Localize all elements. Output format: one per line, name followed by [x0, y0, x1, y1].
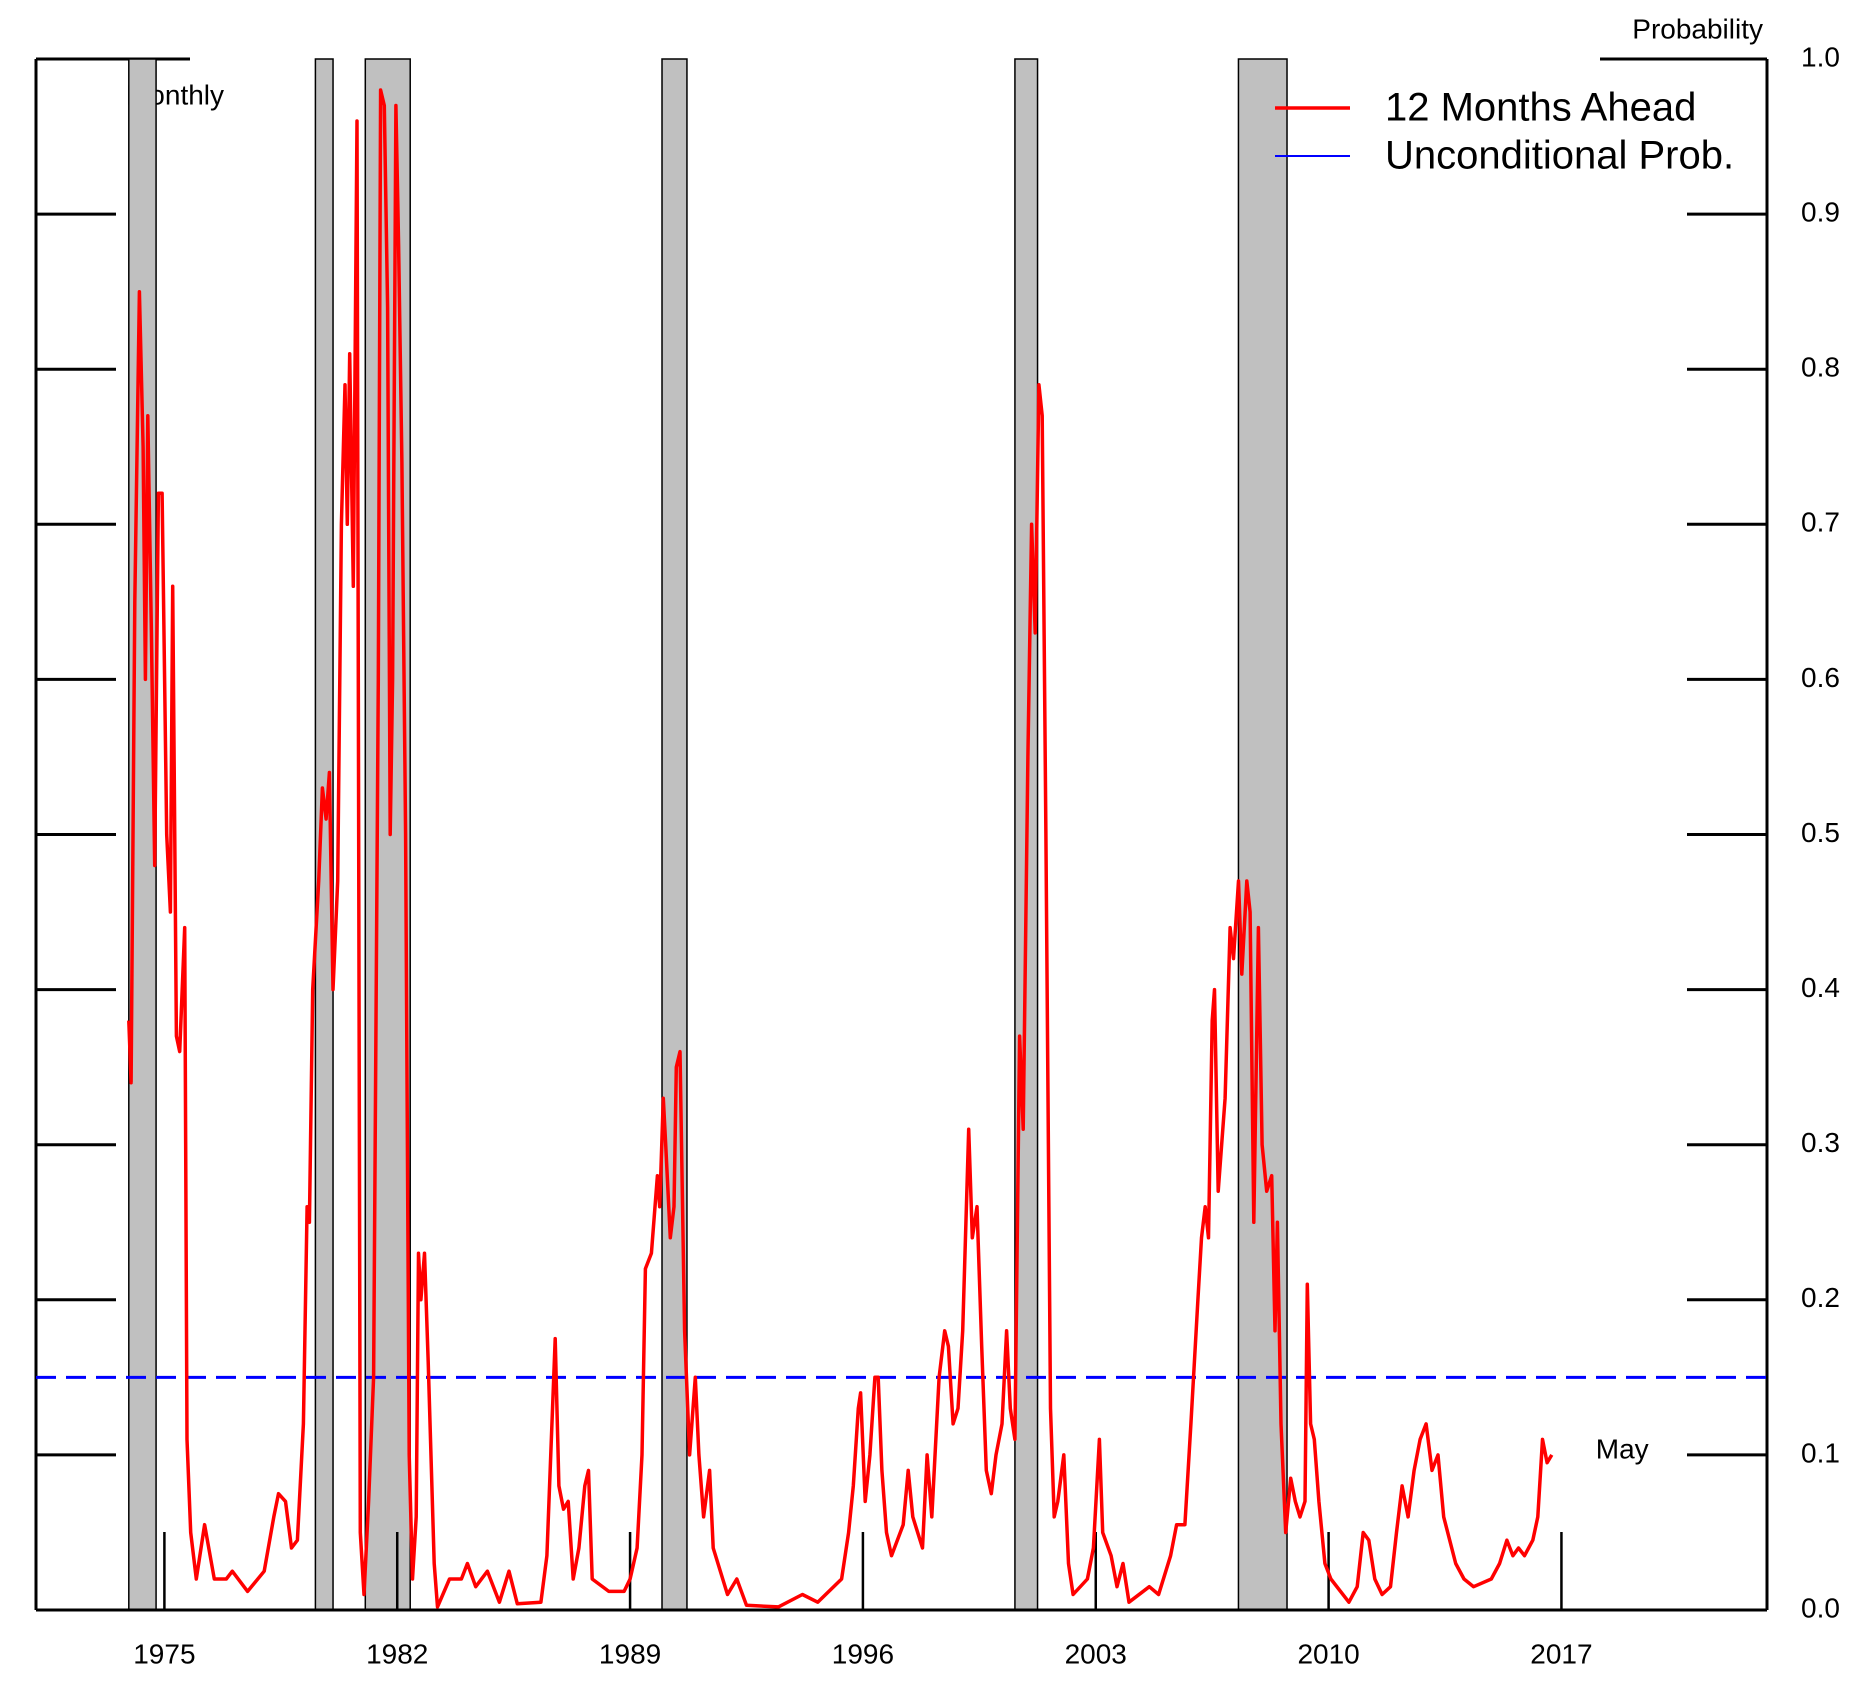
y-tick-label: 1.0 — [1801, 41, 1840, 72]
y-tick-label: 0.6 — [1801, 662, 1840, 693]
y-tick-label: 0.4 — [1801, 972, 1840, 1003]
series-line — [127, 88, 1554, 1609]
y-tick-label: 0.1 — [1801, 1437, 1840, 1468]
y-tick-label: 0.7 — [1801, 507, 1840, 538]
last-label: May — [1596, 1433, 1649, 1464]
x-tick-label: 2010 — [1297, 1638, 1359, 1669]
x-tick-label: 1982 — [366, 1638, 428, 1669]
axis-title: Probability — [1632, 13, 1763, 44]
y-tick-label: 0.8 — [1801, 352, 1840, 383]
legend-label: Unconditional Prob. — [1385, 134, 1734, 178]
recession-band — [661, 58, 688, 1611]
y-tick-label: 0.5 — [1801, 817, 1840, 848]
legend-label: 12 Months Ahead — [1385, 86, 1696, 130]
y-tick-label: 0.0 — [1801, 1592, 1840, 1623]
x-tick-label: 1975 — [133, 1638, 195, 1669]
x-tick-label: 1996 — [832, 1638, 894, 1669]
y-tick-label: 0.2 — [1801, 1282, 1840, 1313]
y-tick-label: 0.3 — [1801, 1127, 1840, 1158]
x-tick-label: 1989 — [599, 1638, 661, 1669]
y-tick-label: 0.9 — [1801, 196, 1840, 227]
x-tick-label: 2003 — [1065, 1638, 1127, 1669]
x-tick-label: 2017 — [1530, 1638, 1592, 1669]
